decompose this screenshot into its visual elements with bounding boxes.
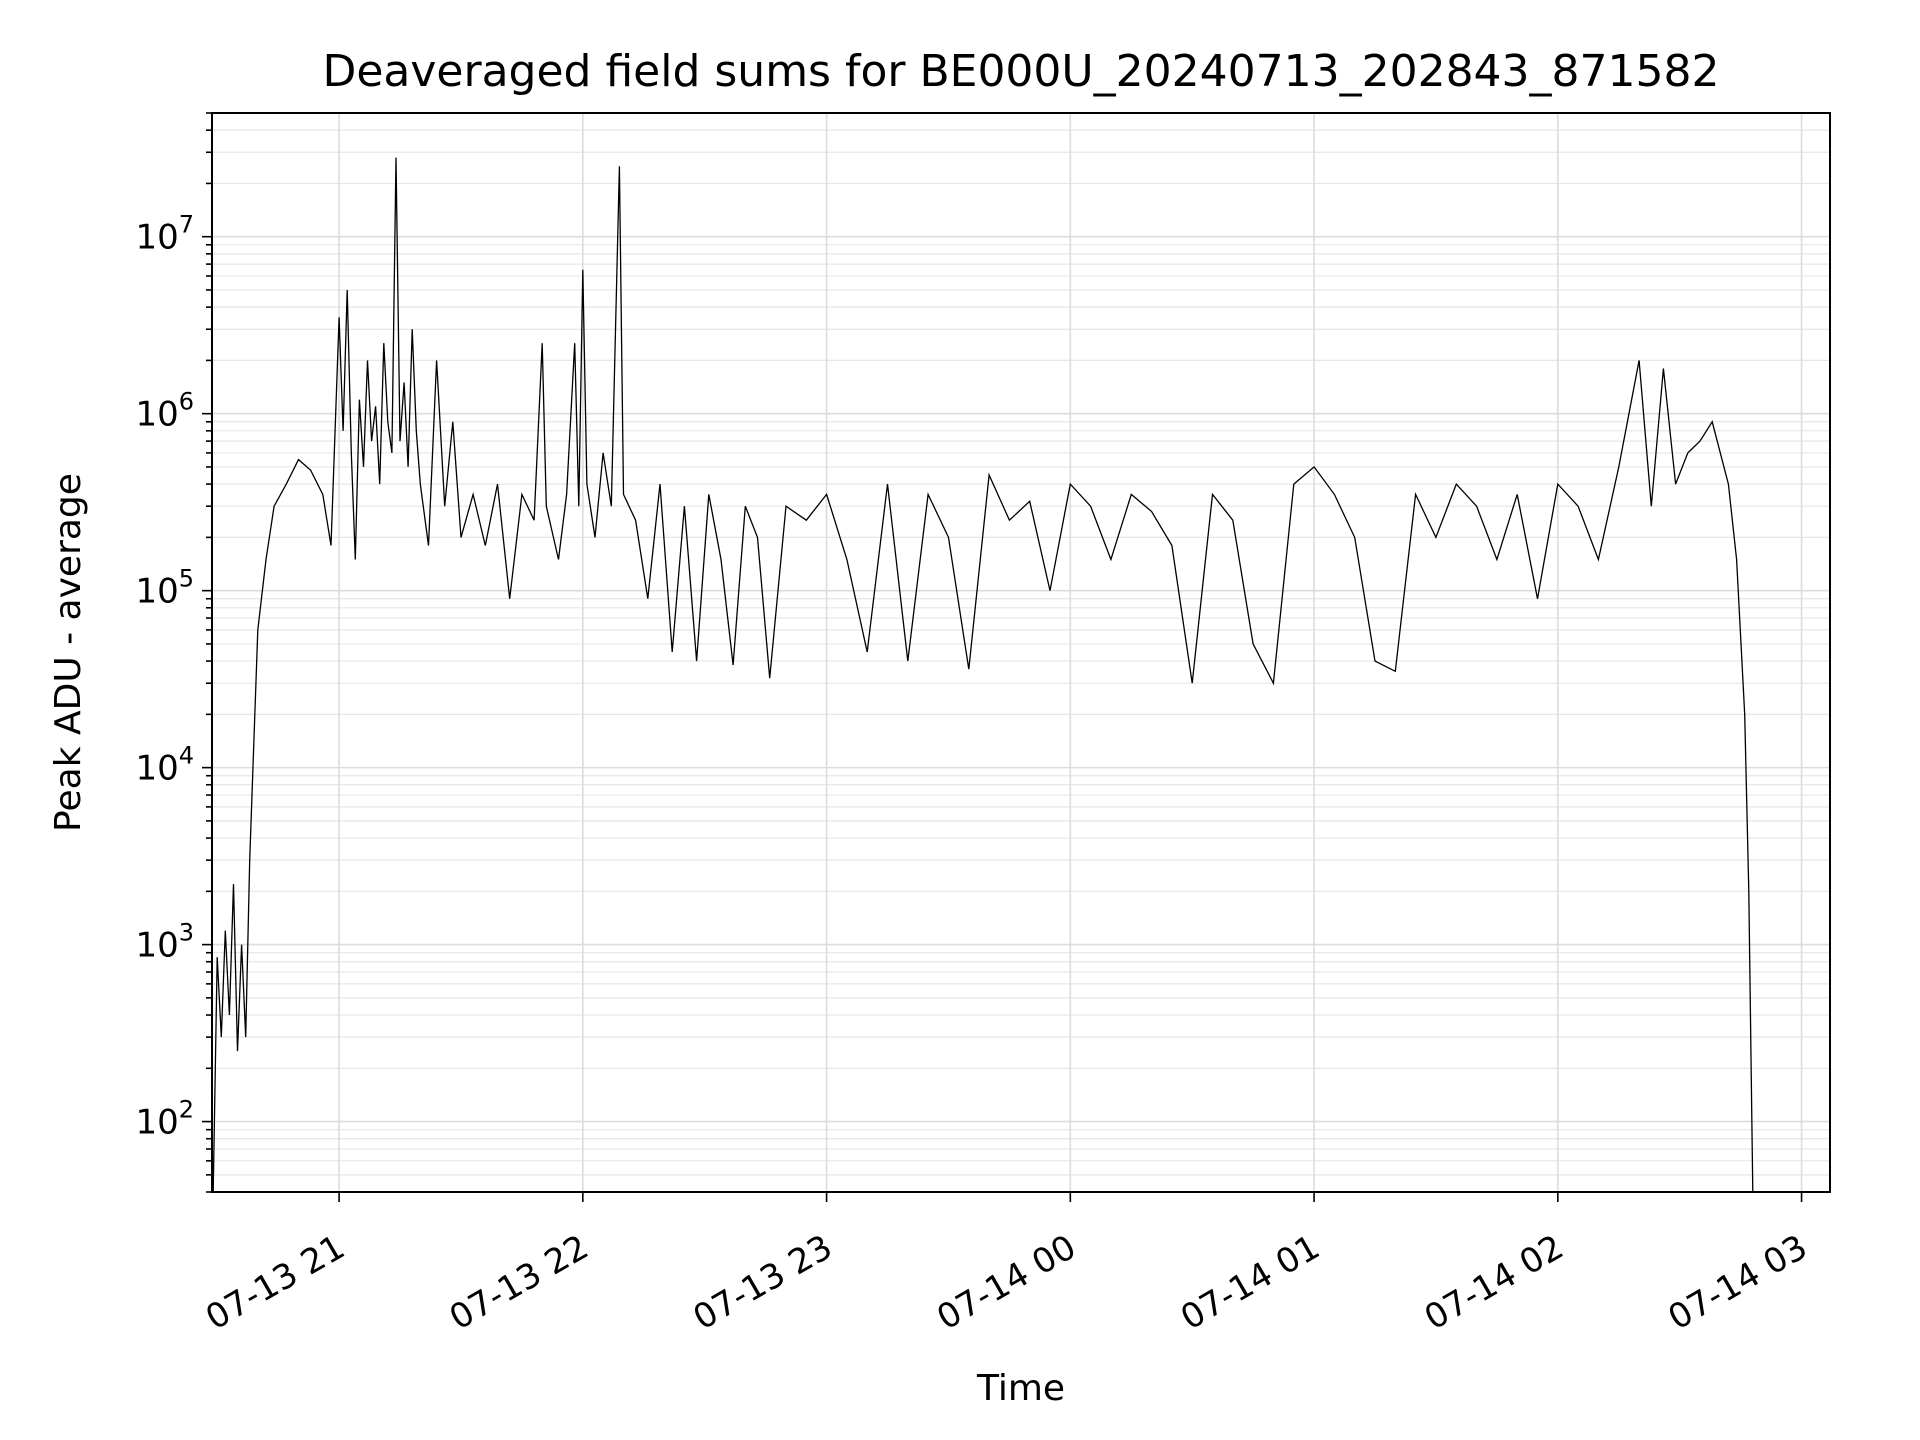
y-tick-label: 102	[135, 1096, 194, 1143]
plot-frame	[211, 112, 1831, 1193]
y-tick-label: 103	[135, 919, 194, 966]
y-axis-title: Peak ADU - average	[48, 473, 89, 832]
x-axis: 07-13 21 07-13 22 07-13 23 07-14 00 07-14 01…	[199, 1192, 1814, 1338]
x-tick-label: 07-14 03	[1662, 1227, 1814, 1338]
y-tick-label: 106	[135, 388, 194, 435]
y-tick-label: 105	[135, 565, 194, 612]
major-gridlines	[212, 113, 1830, 1192]
x-tick-label: 07-13 22	[443, 1227, 595, 1338]
minor-gridlines	[212, 112, 1830, 1193]
chart-title: Deaveraged field sums for BE000U_2024071…	[322, 46, 1719, 97]
y-axis: 102 103 104 105 106 107	[135, 112, 212, 1193]
x-tick-label: 07-14 02	[1418, 1227, 1570, 1338]
y-tick-label: 104	[135, 742, 194, 789]
x-axis-title: Time	[976, 1368, 1065, 1409]
series-layer	[212, 157, 1754, 1193]
x-tick-label: 07-14 00	[930, 1227, 1082, 1338]
x-tick-label: 07-13 21	[199, 1227, 351, 1338]
y-tick-label: 107	[135, 211, 194, 258]
series-line	[212, 157, 1754, 1193]
x-tick-label: 07-13 23	[687, 1227, 839, 1338]
x-tick-label: 07-14 01	[1174, 1227, 1326, 1338]
